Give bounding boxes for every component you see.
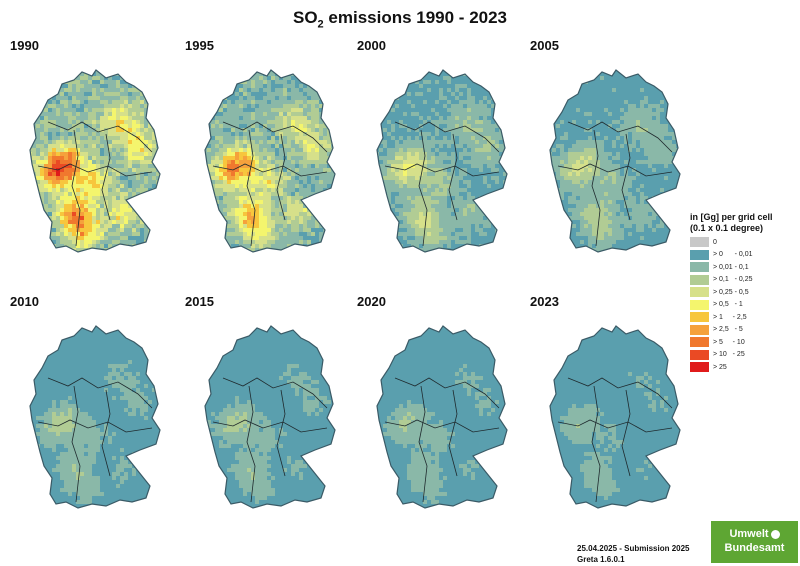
panel-year: 1995 xyxy=(185,38,214,53)
legend-swatch xyxy=(690,299,709,310)
legend-rows: 0 > 0 - 0,01 > 0,01 - 0,1 > 0,1 - 0,25 > 0,2… xyxy=(690,236,790,374)
map-panel-2000: 2000 xyxy=(357,38,527,288)
panel-year: 2005 xyxy=(530,38,559,53)
germany-map xyxy=(29,325,161,509)
legend-swatch xyxy=(690,324,709,335)
legend-swatch xyxy=(690,337,709,348)
legend-label: > 0 - 0,01 xyxy=(713,251,753,259)
legend-label: > 0,25 - 0,5 xyxy=(713,288,749,296)
map-panel-2010: 2010 xyxy=(10,294,180,544)
map-panel-2020: 2020 xyxy=(357,294,527,544)
panel-year: 2000 xyxy=(357,38,386,53)
map-panel-2015: 2015 xyxy=(185,294,355,544)
legend-swatch xyxy=(690,287,709,298)
germany-map xyxy=(549,69,681,253)
panel-year: 2015 xyxy=(185,294,214,309)
legend-item: > 25 xyxy=(690,361,790,374)
legend-label: > 10 - 25 xyxy=(713,351,745,359)
germany-map xyxy=(376,69,508,253)
legend-title: in [Gg] per grid cell (0.1 x 0.1 degree) xyxy=(690,212,773,233)
page-title: SO2 emissions 1990 - 2023 xyxy=(292,8,508,31)
legend-label: > 0,01 - 0,1 xyxy=(713,263,749,271)
legend-item: > 0,5 - 1 xyxy=(690,299,790,312)
map-panel-2005: 2005 xyxy=(530,38,700,288)
legend-item: > 1 - 2,5 xyxy=(690,311,790,324)
panel-year: 1990 xyxy=(10,38,39,53)
legend-swatch xyxy=(690,312,709,323)
legend-item: > 5 - 10 xyxy=(690,336,790,349)
map-panel-1995: 1995 xyxy=(185,38,355,288)
germany-map xyxy=(29,69,161,253)
panel-year: 2023 xyxy=(530,294,559,309)
legend-swatch xyxy=(690,274,709,285)
legend-item: > 0 - 0,01 xyxy=(690,249,790,262)
legend-item: > 2,5 - 5 xyxy=(690,324,790,337)
map-panel-1990: 1990 xyxy=(10,38,180,288)
legend-label: > 5 - 10 xyxy=(713,338,745,346)
legend-swatch xyxy=(690,237,709,248)
map-panel-2023: 2023 xyxy=(530,294,700,544)
legend-swatch xyxy=(690,349,709,360)
legend-item: > 0,01 - 0,1 xyxy=(690,261,790,274)
legend-swatch xyxy=(690,262,709,273)
legend-swatch xyxy=(690,362,709,373)
germany-map xyxy=(204,69,336,253)
legend-swatch xyxy=(690,249,709,260)
model-version: Greta 1.6.0.1 xyxy=(577,555,625,564)
legend-label: > 25 xyxy=(713,363,727,371)
legend: in [Gg] per grid cell (0.1 x 0.1 degree)… xyxy=(690,212,790,374)
panel-year: 2010 xyxy=(10,294,39,309)
legend-label: > 0,5 - 1 xyxy=(713,301,743,309)
legend-label: 0 xyxy=(713,238,717,246)
legend-label: > 2,5 - 5 xyxy=(713,326,743,334)
panel-year: 2020 xyxy=(357,294,386,309)
leaf-icon xyxy=(770,529,780,539)
legend-item: > 0,1 - 0,25 xyxy=(690,274,790,287)
uba-logo: Umwelt Bundesamt xyxy=(711,521,798,563)
footer: 25.04.2025 - Submission 2025 Greta 1.6.0… xyxy=(577,543,690,565)
germany-map xyxy=(204,325,336,509)
legend-label: > 1 - 2,5 xyxy=(713,313,747,321)
legend-item: > 0,25 - 0,5 xyxy=(690,286,790,299)
submission-date: 25.04.2025 - Submission 2025 xyxy=(577,544,690,553)
legend-item: 0 xyxy=(690,236,790,249)
legend-item: > 10 - 25 xyxy=(690,349,790,362)
germany-map xyxy=(376,325,508,509)
legend-label: > 0,1 - 0,25 xyxy=(713,276,753,284)
germany-map xyxy=(549,325,681,509)
